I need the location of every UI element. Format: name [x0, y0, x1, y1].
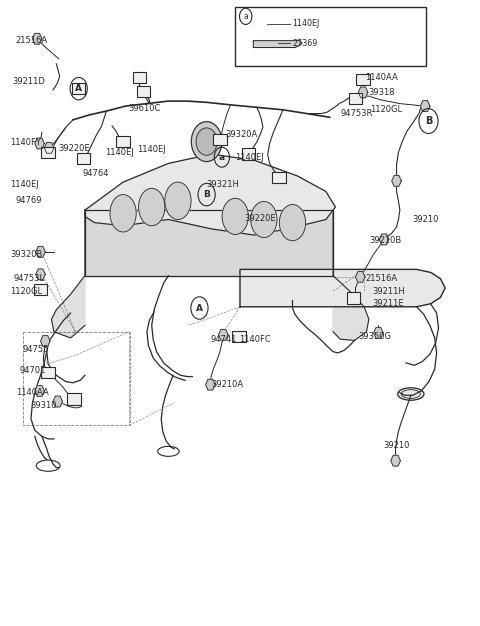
Ellipse shape: [222, 198, 248, 235]
Polygon shape: [85, 154, 336, 235]
Text: 94741: 94741: [210, 335, 237, 344]
Bar: [72, 83, 85, 95]
Circle shape: [196, 128, 217, 155]
Text: 94753R: 94753R: [340, 109, 372, 118]
Bar: [273, 172, 286, 183]
Text: B: B: [203, 190, 210, 199]
Text: 39310: 39310: [30, 401, 57, 410]
Bar: [41, 146, 55, 158]
Ellipse shape: [251, 202, 277, 238]
Text: 1140AA: 1140AA: [365, 73, 398, 82]
Bar: [357, 74, 370, 85]
Bar: [133, 72, 146, 83]
Bar: [242, 148, 255, 160]
Text: 39318: 39318: [368, 88, 395, 97]
Ellipse shape: [110, 195, 136, 232]
Polygon shape: [35, 386, 44, 396]
Ellipse shape: [165, 182, 191, 220]
Text: 21516A: 21516A: [16, 36, 48, 44]
Text: 94769: 94769: [16, 197, 42, 205]
Polygon shape: [205, 379, 215, 390]
Polygon shape: [40, 336, 50, 346]
Text: 1140FC: 1140FC: [239, 335, 271, 344]
Text: 39350G: 39350G: [359, 332, 391, 341]
Polygon shape: [51, 213, 85, 338]
FancyBboxPatch shape: [235, 7, 426, 66]
Text: 39210A: 39210A: [211, 380, 243, 389]
Text: 39210B: 39210B: [369, 235, 401, 245]
Bar: [232, 331, 246, 342]
Bar: [347, 292, 360, 304]
Text: 94753L: 94753L: [13, 274, 45, 282]
Bar: [34, 284, 47, 295]
Text: 1120GL: 1120GL: [370, 105, 402, 115]
Polygon shape: [420, 101, 430, 111]
Ellipse shape: [139, 188, 165, 226]
Text: 39211D: 39211D: [12, 76, 45, 86]
Bar: [137, 86, 150, 97]
Text: 39210: 39210: [383, 441, 409, 450]
Text: 1140EJ: 1140EJ: [106, 148, 134, 156]
Polygon shape: [85, 210, 333, 275]
Bar: [77, 153, 90, 164]
Polygon shape: [379, 234, 389, 245]
Text: 94755: 94755: [23, 345, 49, 354]
Text: a: a: [243, 12, 248, 21]
Bar: [116, 136, 130, 147]
Text: 1140AA: 1140AA: [16, 388, 48, 398]
Bar: [213, 134, 227, 145]
Bar: [67, 393, 81, 404]
Circle shape: [192, 121, 222, 162]
Ellipse shape: [279, 205, 306, 241]
Text: 27369: 27369: [292, 39, 318, 48]
Polygon shape: [35, 138, 44, 149]
Bar: [41, 367, 55, 378]
Text: 1140EJ: 1140EJ: [235, 153, 264, 162]
Text: 39321H: 39321H: [206, 180, 240, 189]
Text: 39211H: 39211H: [372, 287, 406, 295]
Polygon shape: [392, 175, 401, 187]
Text: 39320B: 39320B: [10, 250, 42, 259]
Polygon shape: [53, 396, 62, 407]
Polygon shape: [356, 272, 365, 282]
Text: 1140FY: 1140FY: [10, 138, 41, 147]
Text: A: A: [75, 84, 82, 93]
Text: a: a: [219, 153, 225, 162]
Ellipse shape: [398, 387, 424, 400]
Polygon shape: [240, 269, 445, 307]
Text: 39220E: 39220E: [244, 214, 276, 223]
Polygon shape: [333, 213, 369, 341]
Text: 94764: 94764: [83, 169, 109, 178]
Text: 1120GL: 1120GL: [10, 287, 42, 295]
Polygon shape: [44, 143, 54, 153]
Polygon shape: [33, 33, 42, 44]
Text: A: A: [196, 304, 203, 312]
Text: 39610C: 39610C: [128, 104, 160, 113]
Polygon shape: [253, 41, 302, 48]
Text: 39320A: 39320A: [226, 130, 258, 139]
Text: 39211E: 39211E: [372, 299, 404, 307]
Text: 1140EJ: 1140EJ: [10, 180, 39, 189]
Polygon shape: [391, 455, 400, 466]
Text: 1140EJ: 1140EJ: [137, 145, 166, 154]
Text: 94701: 94701: [20, 366, 46, 375]
Text: 1140EJ: 1140EJ: [292, 19, 320, 28]
Polygon shape: [373, 327, 383, 338]
Text: 39220E: 39220E: [59, 144, 90, 153]
Polygon shape: [36, 269, 45, 280]
Text: 39210: 39210: [413, 215, 439, 224]
Polygon shape: [218, 329, 228, 340]
Polygon shape: [36, 247, 45, 257]
Polygon shape: [359, 87, 368, 98]
Polygon shape: [257, 18, 266, 29]
Text: B: B: [425, 116, 432, 126]
Text: 21516A: 21516A: [365, 274, 397, 282]
Bar: [349, 93, 362, 104]
